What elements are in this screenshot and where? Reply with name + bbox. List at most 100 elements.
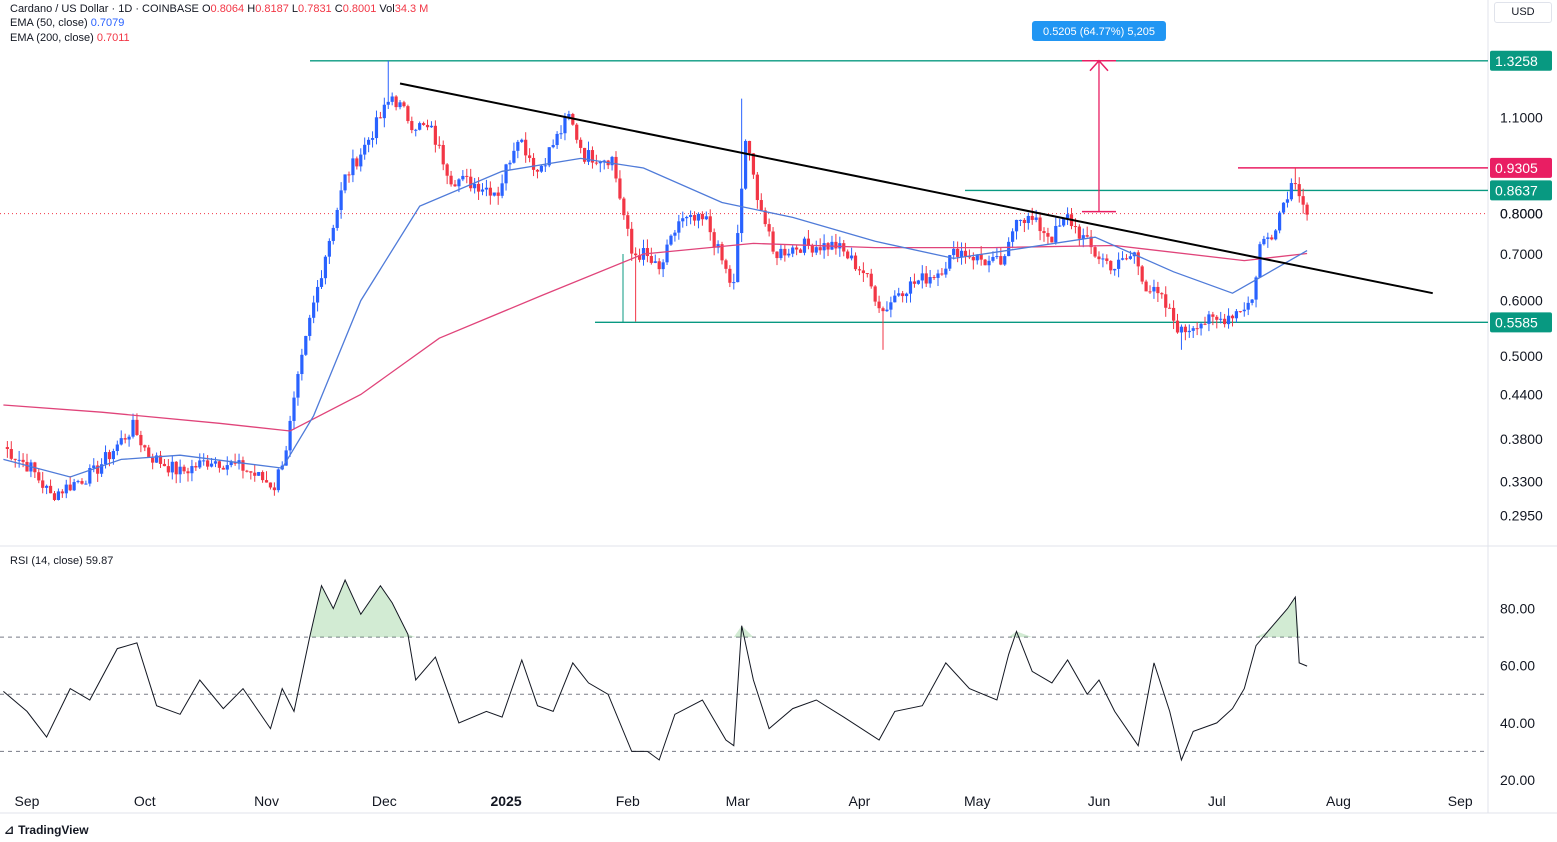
candle-body bbox=[264, 480, 269, 483]
candle-down bbox=[233, 453, 237, 466]
candle-body bbox=[1022, 219, 1026, 224]
currency-selector[interactable]: USD bbox=[1494, 2, 1552, 23]
candle-down bbox=[1042, 227, 1046, 242]
candle-down bbox=[135, 413, 139, 436]
candle-up bbox=[351, 149, 355, 183]
candle-down bbox=[48, 479, 53, 494]
symbol-legend: Cardano / US Dollar · 1D · COINBASE O0.8… bbox=[10, 3, 428, 15]
candle-body bbox=[221, 467, 225, 470]
time-tick-label: Mar bbox=[726, 793, 750, 809]
candle-body bbox=[908, 281, 913, 294]
candle-down bbox=[410, 116, 414, 134]
candle-down bbox=[406, 104, 410, 124]
candle-body bbox=[465, 175, 469, 177]
candle-down bbox=[1144, 279, 1148, 292]
candle-up bbox=[520, 138, 524, 143]
candle-up bbox=[987, 255, 991, 273]
high-value: 0.8187 bbox=[255, 3, 289, 15]
candle-down bbox=[1305, 202, 1309, 221]
tradingview-logo[interactable]: ⊿ TradingView bbox=[4, 823, 89, 837]
candle-body bbox=[543, 165, 547, 167]
candle-body bbox=[225, 465, 229, 470]
candle-up bbox=[897, 287, 901, 297]
candle-down bbox=[983, 258, 987, 266]
candle-down bbox=[979, 246, 983, 266]
candle-down bbox=[853, 252, 858, 271]
candle-up bbox=[516, 139, 520, 159]
candle-up bbox=[551, 139, 555, 149]
candle-body bbox=[1207, 314, 1211, 324]
ema200-legend[interactable]: EMA (200, close) 0.7011 bbox=[10, 32, 130, 44]
rsi-legend[interactable]: RSI (14, close) 59.87 bbox=[10, 555, 113, 567]
candle-body bbox=[1018, 219, 1023, 221]
candle-body bbox=[842, 243, 846, 252]
candle-up bbox=[1014, 219, 1019, 240]
candle-down bbox=[123, 433, 127, 444]
candle-up bbox=[335, 207, 339, 231]
candle-body bbox=[1003, 256, 1007, 265]
candle-body bbox=[492, 192, 496, 196]
candle-down bbox=[798, 248, 803, 254]
candle-body bbox=[162, 463, 167, 467]
candle-body bbox=[932, 277, 936, 279]
ema50-legend[interactable]: EMA (50, close) 0.7079 bbox=[10, 17, 124, 29]
candle-up bbox=[555, 131, 559, 149]
candle-down bbox=[771, 227, 775, 255]
candle-body bbox=[861, 270, 865, 274]
candle-down bbox=[763, 207, 767, 227]
candle-body bbox=[374, 117, 379, 139]
candle-up bbox=[1219, 311, 1223, 324]
candle-down bbox=[767, 218, 771, 237]
candle-body bbox=[751, 153, 756, 175]
candle-body bbox=[394, 96, 398, 108]
open-value: 0.8064 bbox=[210, 3, 245, 15]
candle-body bbox=[56, 491, 61, 500]
candle-body bbox=[1038, 217, 1042, 232]
candle-down bbox=[901, 290, 905, 303]
candle-body bbox=[335, 209, 339, 228]
candle-body bbox=[791, 247, 795, 254]
candle-up bbox=[76, 479, 80, 484]
candle-body bbox=[461, 175, 465, 180]
candle-up bbox=[504, 163, 508, 191]
candle-body bbox=[822, 243, 826, 251]
candle-down bbox=[634, 247, 638, 322]
candle-up bbox=[92, 458, 96, 473]
candle-up bbox=[312, 295, 316, 324]
candle-body bbox=[421, 123, 426, 125]
candle-body bbox=[194, 466, 198, 468]
candle-body bbox=[174, 461, 178, 475]
candle-body bbox=[897, 293, 901, 296]
candle-body bbox=[944, 268, 948, 275]
candle-down bbox=[13, 458, 17, 468]
candle-up bbox=[904, 292, 909, 303]
candle-body bbox=[370, 138, 375, 140]
candle-up bbox=[677, 214, 681, 240]
candle-body bbox=[975, 254, 979, 261]
candle-body bbox=[528, 155, 532, 158]
candle-body bbox=[814, 247, 818, 253]
candle-down bbox=[33, 461, 37, 479]
candle-down bbox=[347, 171, 351, 183]
candle-body bbox=[904, 293, 909, 297]
candle-body bbox=[272, 487, 276, 491]
candle-body bbox=[1254, 277, 1258, 300]
candle-up bbox=[689, 210, 693, 225]
candle-body bbox=[1289, 183, 1293, 200]
candle-body bbox=[202, 460, 206, 462]
candle-up bbox=[374, 110, 379, 145]
candle-down bbox=[186, 467, 190, 482]
candle-up bbox=[382, 97, 386, 128]
candle-up bbox=[292, 391, 296, 430]
candle-body bbox=[261, 472, 265, 481]
candle-body bbox=[689, 215, 693, 217]
candle-down bbox=[1183, 324, 1187, 341]
candle-up bbox=[1250, 298, 1254, 306]
candle-body bbox=[885, 309, 889, 312]
candle-up bbox=[296, 371, 300, 406]
candle-body bbox=[936, 273, 940, 278]
candle-body bbox=[1301, 196, 1305, 205]
candle-body bbox=[433, 125, 437, 145]
candle-body bbox=[767, 224, 771, 232]
